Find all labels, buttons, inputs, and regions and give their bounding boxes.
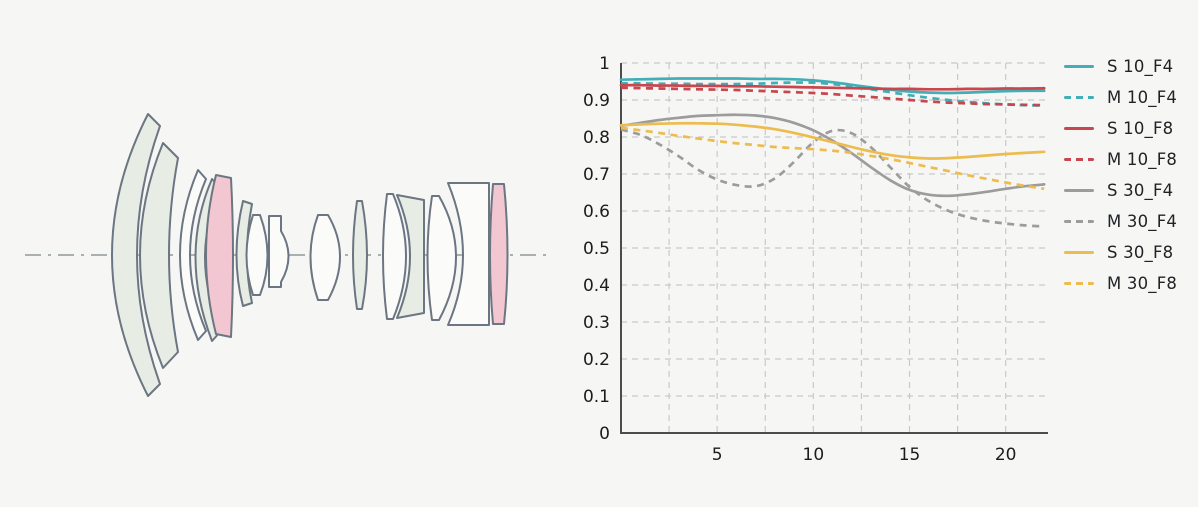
lens-element-3-meniscus — [179, 169, 207, 341]
lens-element-14-concave-block — [447, 182, 490, 326]
y-tick-label: 0.5 — [583, 239, 610, 259]
lens-element-7-biconvex — [245, 214, 269, 296]
legend-item-M30_F4: M 30_F4 — [1064, 206, 1177, 237]
legend-item-S10_F8: S 10_F8 — [1064, 113, 1177, 144]
legend-dashed-line-swatch — [1064, 219, 1094, 224]
y-tick-label: 0.2 — [583, 350, 610, 370]
legend-item-S30_F8: S 30_F8 — [1064, 237, 1177, 268]
lens-element-15-rear-pink — [489, 183, 509, 325]
lens-element-11-doublet-front — [382, 193, 407, 320]
legend-dashed-line-swatch — [1064, 281, 1094, 286]
y-tick-label: 0.8 — [583, 128, 610, 148]
x-tick-label: 10 — [803, 445, 825, 465]
lens-cross-section — [25, 113, 553, 397]
legend-dashed-line-swatch — [1064, 95, 1094, 100]
x-tick-label: 20 — [995, 445, 1017, 465]
y-tick-label: 0 — [599, 424, 610, 444]
lens-element-13-meniscus — [426, 195, 457, 321]
legend-label: S 30_F8 — [1107, 243, 1174, 262]
legend-solid-line-swatch — [1064, 64, 1094, 69]
x-tick-label: 5 — [712, 445, 723, 465]
y-tick-label: 0.4 — [583, 276, 610, 296]
legend-label: S 10_F8 — [1107, 119, 1174, 138]
legend-solid-line-swatch — [1064, 188, 1094, 193]
chart-legend: S 10_F4 M 10_F4 S 10_F8 M 10_F8 S 30_F4 M 30_… — [1064, 51, 1177, 299]
legend-solid-line-swatch — [1064, 126, 1094, 131]
legend-label: M 30_F4 — [1107, 212, 1178, 231]
chart-grid — [621, 62, 1048, 433]
y-tick-label: 1 — [599, 54, 610, 74]
y-tick-label: 0.9 — [583, 91, 610, 111]
mtf-chart-svg: 00.10.20.30.40.50.60.70.80.915 10 15 20 — [583, 54, 1048, 465]
mtf-chart: 0 0.1 0.2 0.3 0.4 0.5 0.6 0.7 0.8 0.9 1 5 10 15 20 — [558, 0, 1198, 507]
y-tick-label: 0.6 — [583, 202, 610, 222]
lens-element-2-meniscus — [139, 142, 179, 369]
legend-label: M 10_F4 — [1107, 88, 1178, 107]
lens-element-9-biconvex — [309, 214, 341, 301]
legend-item-M10_F8: M 10_F8 — [1064, 144, 1177, 175]
series-line-M30_F8 — [620, 126, 1045, 191]
y-tick-label: 0.1 — [583, 387, 610, 407]
legend-label: S 10_F4 — [1107, 57, 1174, 76]
lens-element-5-thick-meniscus — [205, 174, 234, 338]
legend-item-M10_F4: M 10_F4 — [1064, 82, 1177, 113]
lens-diagram-svg — [25, 113, 553, 397]
legend-item-S10_F4: S 10_F4 — [1064, 51, 1177, 82]
lens-element-8-plano-convex — [268, 215, 290, 288]
legend-label: M 30_F8 — [1107, 274, 1178, 293]
lens-element-10-thin-lens — [352, 200, 368, 310]
series-line-M10_F8 — [620, 86, 1045, 107]
series-line-S30_F4 — [619, 113, 1046, 198]
legend-solid-line-swatch — [1064, 250, 1094, 255]
legend-label: M 10_F8 — [1107, 150, 1178, 169]
legend-item-M30_F8: M 30_F8 — [1064, 268, 1177, 299]
series-line-S10_F8 — [619, 83, 1046, 91]
y-tick-label: 0.7 — [583, 165, 610, 185]
legend-label: S 30_F4 — [1107, 181, 1174, 200]
series-line-M30_F4 — [620, 128, 1045, 228]
series-line-S10_F4 — [619, 77, 1046, 95]
legend-dashed-line-swatch — [1064, 157, 1094, 162]
legend-item-S30_F4: S 30_F4 — [1064, 175, 1177, 206]
lens-element-1-front-meniscus — [111, 113, 161, 397]
lens-element-12-doublet-rear — [396, 194, 425, 319]
y-tick-label: 0.3 — [583, 313, 610, 333]
x-tick-label: 15 — [899, 445, 921, 465]
series-line-S30_F8 — [619, 121, 1046, 160]
